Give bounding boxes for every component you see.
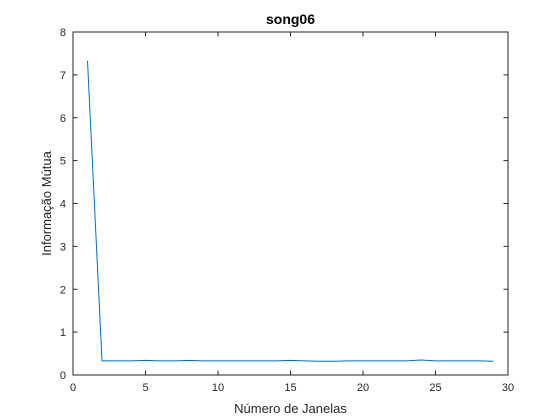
x-tick-label: 10 [212,382,224,394]
y-tick-label: 4 [60,199,66,211]
y-tick-label: 3 [60,241,66,253]
y-tick-label: 0 [60,370,66,382]
chart-title: song06 [266,11,315,27]
axes-box [72,31,509,376]
plot-area [73,32,508,375]
y-axis-label: Informação Mútua [39,150,54,256]
y-tick-label: 1 [60,327,66,339]
x-tick-label: 0 [70,382,76,394]
y-tick-label: 2 [60,284,66,296]
x-tick-label: 20 [357,382,369,394]
x-tick-label: 25 [429,382,441,394]
y-tick-label: 8 [60,27,66,39]
x-tick-label: 15 [284,382,296,394]
x-axis-label: Número de Janelas [234,401,347,416]
series-layer [87,60,494,362]
series-line [87,60,494,362]
x-tick-label: 5 [142,382,148,394]
y-tick-label: 7 [60,70,66,82]
y-tick-label: 5 [60,156,66,168]
x-tick-label: 30 [502,382,514,394]
y-tick-label: 6 [60,113,66,125]
